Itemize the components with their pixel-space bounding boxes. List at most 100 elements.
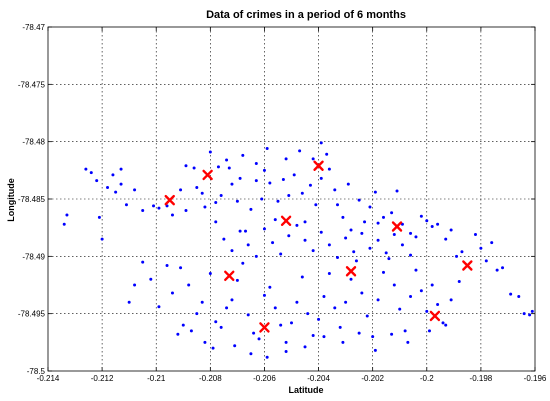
crime-point bbox=[501, 266, 505, 270]
crime-point bbox=[441, 321, 445, 325]
crime-point bbox=[152, 204, 156, 208]
crime-point bbox=[227, 166, 231, 170]
crime-point bbox=[303, 345, 307, 349]
cluster-center-marker bbox=[391, 221, 403, 232]
crime-point bbox=[457, 280, 461, 284]
crime-point bbox=[225, 306, 229, 310]
crime-point bbox=[430, 283, 434, 287]
crime-point bbox=[376, 298, 380, 302]
crime-point bbox=[257, 337, 261, 341]
crime-point bbox=[65, 213, 69, 217]
crime-point bbox=[124, 203, 128, 207]
y-tick-label: -78.47 bbox=[22, 23, 45, 32]
crime-point bbox=[365, 314, 369, 318]
crime-point bbox=[322, 335, 326, 339]
crime-point bbox=[409, 294, 413, 298]
crime-point bbox=[319, 176, 323, 180]
cluster-center-stroke bbox=[391, 221, 403, 232]
crime-point bbox=[89, 171, 93, 175]
crime-point bbox=[149, 277, 153, 281]
crime-point bbox=[371, 335, 375, 339]
crime-point bbox=[203, 340, 207, 344]
crime-point bbox=[249, 207, 253, 211]
crime-point bbox=[119, 182, 123, 186]
crime-point bbox=[406, 340, 410, 344]
crime-point bbox=[392, 283, 396, 287]
cluster-center-stroke bbox=[345, 266, 357, 277]
crime-point bbox=[222, 237, 226, 241]
cluster-center-stroke bbox=[259, 322, 270, 333]
crime-point bbox=[303, 220, 307, 224]
crime-point bbox=[530, 309, 534, 313]
crime-point bbox=[455, 254, 459, 258]
crime-point bbox=[244, 229, 248, 233]
crime-point bbox=[181, 323, 185, 327]
crime-point bbox=[381, 270, 385, 274]
crime-point bbox=[436, 302, 440, 306]
crime-point bbox=[425, 309, 429, 313]
cluster-center-stroke bbox=[202, 169, 213, 181]
crime-point bbox=[308, 183, 312, 187]
cluster-center-stroke bbox=[462, 260, 473, 271]
crime-point bbox=[381, 215, 385, 219]
crime-point bbox=[100, 237, 104, 241]
crime-point bbox=[165, 264, 169, 268]
crime-point bbox=[414, 235, 418, 239]
crime-point bbox=[484, 259, 488, 263]
x-tick-label: -0.198 bbox=[470, 374, 493, 383]
y-tick-label: -78.495 bbox=[18, 310, 46, 319]
cluster-center-stroke bbox=[429, 310, 441, 322]
crime-point bbox=[319, 230, 323, 234]
crime-point bbox=[335, 255, 339, 259]
crime-point bbox=[341, 340, 345, 344]
crime-point bbox=[414, 268, 418, 272]
y-tick-label: -78.5 bbox=[27, 367, 46, 376]
crime-point bbox=[268, 285, 272, 289]
crime-point bbox=[303, 238, 307, 242]
crime-point bbox=[62, 222, 66, 226]
crime-point bbox=[384, 251, 388, 255]
crime-point bbox=[252, 331, 256, 335]
crime-point bbox=[157, 206, 161, 210]
cluster-center-marker bbox=[224, 270, 235, 282]
crime-point bbox=[295, 223, 299, 227]
crime-point bbox=[473, 233, 477, 237]
crime-point bbox=[300, 191, 304, 195]
crime-point bbox=[276, 199, 280, 203]
crime-point bbox=[344, 236, 348, 240]
y-axis-label: Longitude bbox=[6, 178, 16, 222]
crime-point bbox=[460, 250, 464, 254]
crime-point bbox=[214, 320, 218, 324]
crime-point bbox=[311, 157, 315, 161]
crime-point bbox=[241, 261, 245, 265]
crime-point bbox=[392, 233, 396, 237]
crime-point bbox=[230, 298, 234, 302]
crime-point bbox=[430, 225, 434, 229]
crime-point bbox=[495, 268, 499, 272]
crime-point bbox=[187, 283, 191, 287]
crime-point bbox=[133, 283, 137, 287]
y-tick-label: -78.49 bbox=[22, 252, 45, 261]
crime-point bbox=[295, 300, 299, 304]
crime-point bbox=[419, 289, 423, 293]
crime-point bbox=[214, 220, 218, 224]
crime-point bbox=[344, 300, 348, 304]
crime-point bbox=[398, 307, 402, 311]
x-tick-label: -0.214 bbox=[37, 374, 60, 383]
crime-point bbox=[327, 272, 331, 276]
crime-point bbox=[265, 355, 269, 359]
crime-point bbox=[279, 323, 283, 327]
crime-point bbox=[284, 157, 288, 161]
crime-point bbox=[528, 313, 532, 317]
crime-point bbox=[335, 203, 339, 207]
crime-point bbox=[419, 214, 423, 218]
crime-point bbox=[444, 323, 448, 327]
crime-point bbox=[208, 272, 212, 276]
axis-ticks: -0.214 -0.212 -0.21 -0.208 -0.206 -0.204 -0.20… bbox=[18, 23, 547, 383]
crime-point bbox=[279, 252, 283, 256]
crime-point bbox=[262, 168, 266, 172]
crime-point bbox=[325, 152, 329, 156]
crime-point bbox=[368, 246, 372, 250]
crime-point bbox=[390, 332, 394, 336]
